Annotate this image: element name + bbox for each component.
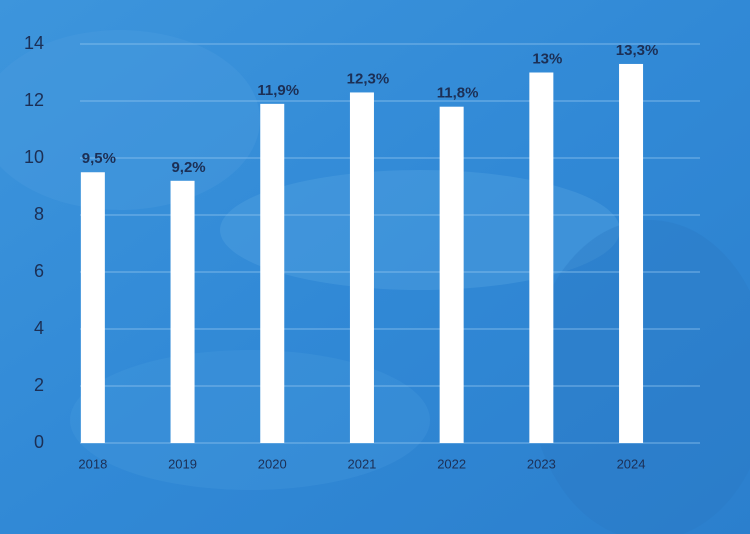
x-tick-label: 2020 [258,456,287,471]
background-shape [70,350,430,490]
bar [439,106,464,443]
value-label: 13,3% [616,42,659,59]
bar [260,103,285,443]
bar [170,180,195,444]
y-tick-label: 14 [24,33,44,53]
background-shape [220,170,620,290]
x-tick-label: 2024 [617,456,646,471]
value-label: 11,9% [257,82,299,99]
value-label: 12,3% [347,70,390,87]
value-label: 9,2% [171,159,205,176]
y-tick-label: 8 [34,204,44,224]
y-tick-label: 4 [34,318,44,338]
bar [80,172,105,443]
bar [529,72,554,443]
x-tick-label: 2021 [347,456,376,471]
y-tick-label: 2 [34,375,44,395]
bar [349,92,374,443]
y-tick-label: 12 [24,90,44,110]
background-shape [0,30,260,210]
x-tick-label: 2018 [78,456,107,471]
x-tick-label: 2019 [168,456,197,471]
bar [619,63,644,443]
value-label: 11,8% [437,85,479,102]
y-tick-label: 0 [34,432,44,452]
value-label: 9,5% [82,150,116,167]
y-tick-label: 6 [34,261,44,281]
x-tick-label: 2023 [527,456,556,471]
value-label: 13% [532,50,562,67]
x-tick-label: 2022 [437,456,466,471]
y-tick-label: 10 [24,147,44,167]
